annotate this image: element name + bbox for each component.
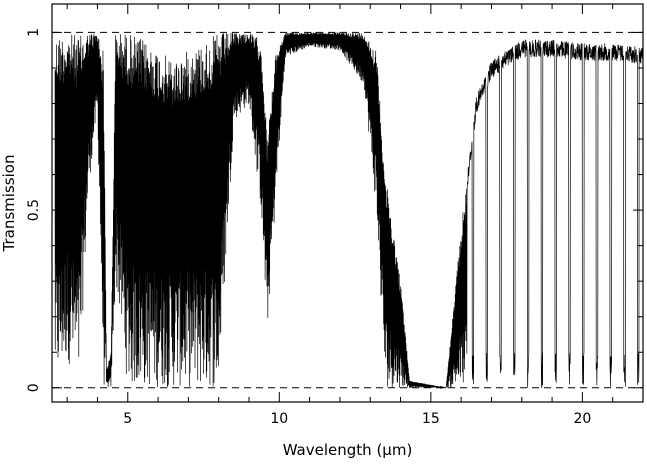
y-axis-label: Transmission (0, 155, 18, 253)
y-tick-label: 0.5 (26, 199, 42, 221)
y-tick-label: 1 (26, 28, 42, 37)
y-tick-label: 0 (26, 383, 42, 392)
x-tick-label: 20 (573, 411, 591, 427)
x-tick-label: 10 (270, 411, 288, 427)
reference-lines (52, 31, 643, 389)
transmission-series-line (54, 32, 644, 390)
plot-frame (51, 3, 644, 403)
x-tick-label: 5 (123, 411, 132, 427)
x-tick-label: 15 (422, 411, 440, 427)
axis-ticks: 5 10 15 20 0 0.5 1 (26, 4, 644, 427)
x-axis-label: Wavelength (μm) (283, 441, 413, 459)
plot-layer (54, 32, 644, 390)
